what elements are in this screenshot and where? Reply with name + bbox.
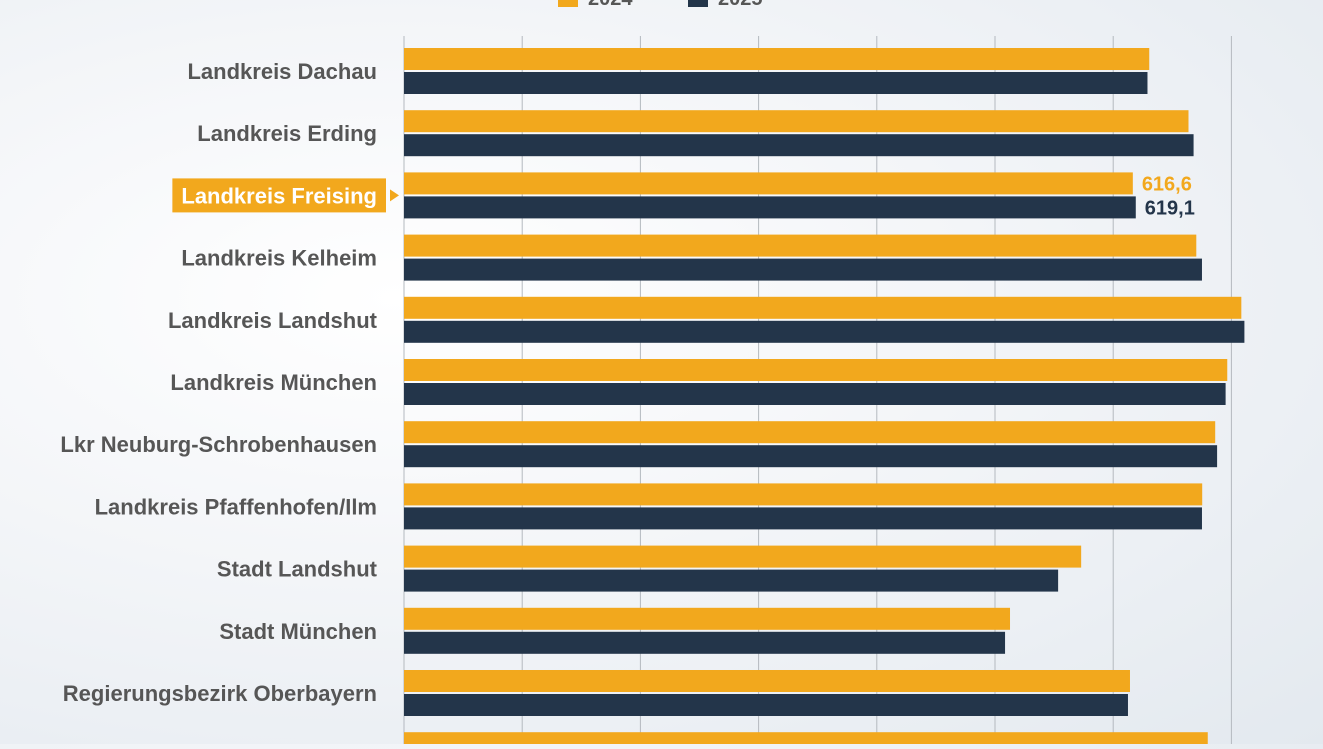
category-label-8: Stadt Landshut — [217, 557, 378, 582]
category-label-5: Landkreis München — [170, 370, 377, 395]
category-label-2: Landkreis Freising — [181, 183, 377, 208]
bar-2025-1 — [404, 134, 1194, 157]
bar-2024-5 — [404, 359, 1228, 381]
legend: 2024 2025 — [558, 0, 763, 10]
bar-2025-0 — [404, 72, 1148, 94]
data-label-2024-2: 616,6 — [1142, 173, 1192, 195]
bar-2025-5 — [404, 383, 1226, 405]
bar-2024-7 — [404, 483, 1203, 506]
bar-2024-8 — [404, 545, 1082, 568]
bars — [404, 48, 1245, 749]
data-label-2025-2: 619,1 — [1145, 197, 1195, 219]
bar-2024-3 — [404, 234, 1197, 257]
bar-2025-7 — [404, 507, 1202, 530]
legend-swatch-2025 — [688, 0, 708, 7]
bar-2025-3 — [404, 258, 1202, 281]
legend-swatch-2024 — [558, 0, 578, 7]
category-label-0: Landkreis Dachau — [187, 59, 377, 84]
highlight-label-box — [172, 178, 386, 213]
legend-label-2024: 2024 — [588, 0, 633, 10]
category-label-6: Lkr Neuburg-Schrobenhausen — [60, 432, 377, 457]
bar-2024-10 — [404, 670, 1130, 692]
category-label-9: Stadt München — [219, 619, 377, 644]
bar-2025-8 — [404, 569, 1059, 592]
bar-2025-2 — [404, 196, 1136, 219]
legend-item-2024: 2024 — [558, 0, 633, 10]
bar-2024-9 — [404, 607, 1011, 630]
bar-2024-0 — [404, 48, 1150, 70]
bar-2024-11 — [404, 732, 1208, 749]
bar-2025-10 — [404, 694, 1128, 716]
category-label-10: Regierungsbezirk Oberbayern — [63, 681, 377, 706]
bar-2025-9 — [404, 631, 1006, 654]
highlight-pointer-icon — [390, 189, 399, 202]
bar-2024-2 — [404, 172, 1133, 195]
category-label-7: Landkreis Pfaffenhofen/Ilm — [95, 494, 377, 519]
legend-label-2025: 2025 — [718, 0, 763, 10]
bar-2024-1 — [404, 110, 1189, 133]
category-label-1: Landkreis Erding — [197, 121, 377, 146]
category-label-3: Landkreis Kelheim — [181, 246, 377, 271]
bar-2025-6 — [404, 445, 1218, 468]
bar-2025-4 — [404, 320, 1245, 343]
category-labels: Landkreis Dachau Landkreis Erding Landkrei… — [60, 59, 399, 706]
bar-2024-4 — [404, 296, 1242, 319]
bar-2024-6 — [404, 421, 1216, 444]
category-label-4: Landkreis Landshut — [168, 308, 378, 333]
legend-item-2025: 2025 — [688, 0, 763, 10]
